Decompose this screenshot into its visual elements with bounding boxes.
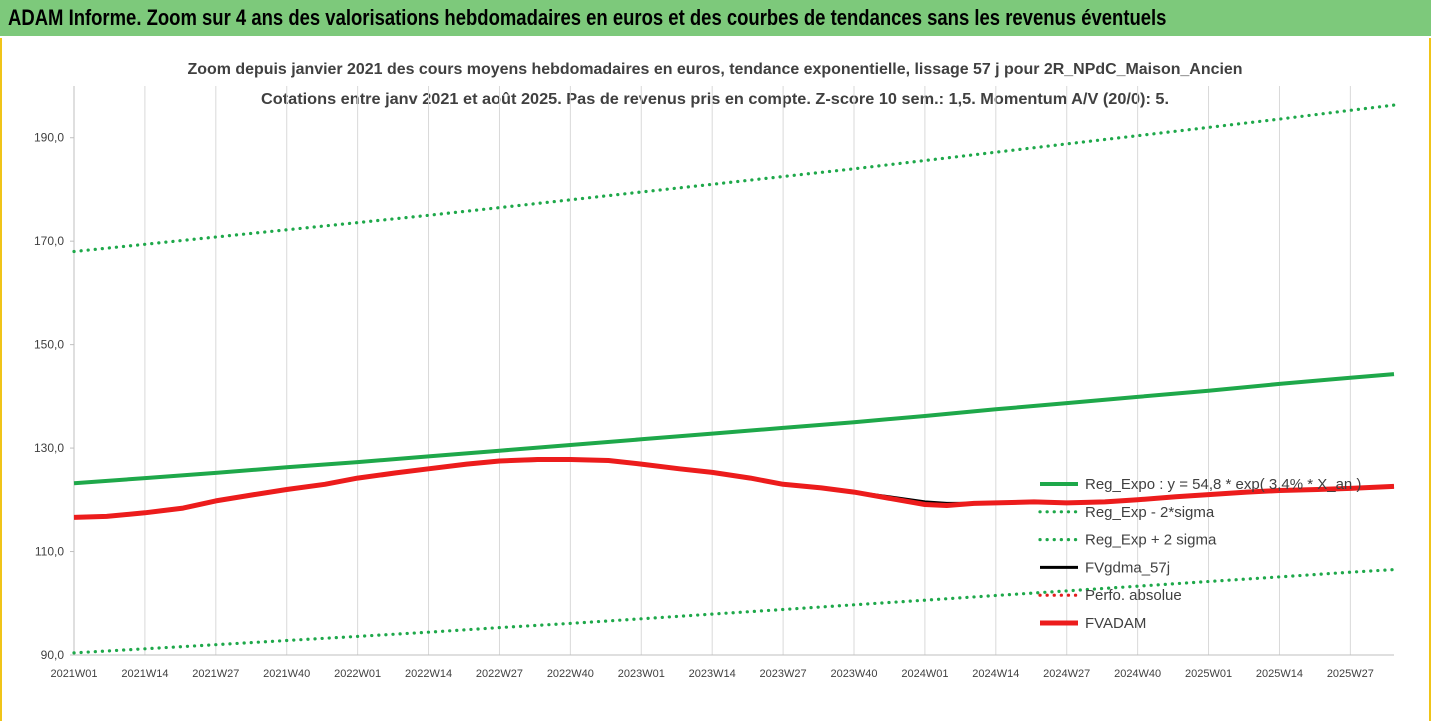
y-tick-label: 190,0 bbox=[34, 131, 64, 145]
x-tick-label: 2021W40 bbox=[263, 668, 310, 680]
series-line-reg-exp-2-sigma bbox=[72, 103, 1396, 254]
series-line-reg-exp-2-sigma bbox=[72, 568, 1396, 655]
x-tick-label: 2025W01 bbox=[1185, 668, 1232, 680]
chart-title: Zoom depuis janvier 2021 des cours moyen… bbox=[188, 61, 1243, 78]
x-tick-label: 2021W27 bbox=[192, 668, 239, 680]
legend-label: FVgdma_57j bbox=[1085, 559, 1170, 576]
chart-subtitle: Cotations entre janv 2021 et août 2025. … bbox=[261, 91, 1169, 108]
legend-label: Reg_Exp + 2 sigma bbox=[1085, 532, 1217, 549]
x-tick-label: 2025W27 bbox=[1327, 668, 1374, 680]
x-tick-label: 2024W40 bbox=[1114, 668, 1161, 680]
x-tick-label: 2024W27 bbox=[1043, 668, 1090, 680]
y-tick-label: 150,0 bbox=[34, 338, 64, 352]
x-tick-label: 2024W01 bbox=[901, 668, 948, 680]
series-group bbox=[72, 103, 1396, 655]
series-line-reg-expo-y-54-8-exp-3-4-x-an bbox=[73, 372, 1395, 486]
axes: 2021W01 2021W14 2021W27 2021W40 2022W01 2022W… bbox=[34, 86, 1394, 680]
legend-label: Reg_Expo : y = 54,8 * exp( 3,4% * X_an ) bbox=[1085, 476, 1361, 493]
y-tick-label: 170,0 bbox=[34, 234, 64, 248]
x-tick-label: 2024W14 bbox=[972, 668, 1019, 680]
x-tick-label: 2023W27 bbox=[760, 668, 807, 680]
grid bbox=[73, 86, 1351, 655]
series-line-fvadam bbox=[73, 457, 1395, 520]
legend-label: Reg_Exp - 2*sigma bbox=[1085, 504, 1215, 521]
y-tick-label: 90,0 bbox=[41, 648, 65, 662]
legend: Reg_Expo : y = 54,8 * exp( 3,4% * X_an )… bbox=[1038, 476, 1361, 632]
legend-label: FVADAM bbox=[1085, 615, 1146, 632]
x-tick-label: 2022W01 bbox=[334, 668, 381, 680]
x-tick-label: 2022W14 bbox=[405, 668, 452, 680]
x-tick-label: 2022W27 bbox=[476, 668, 523, 680]
report-title: ADAM Informe. Zoom sur 4 ans des valoris… bbox=[8, 5, 1167, 30]
x-tick-label: 2023W40 bbox=[830, 668, 877, 680]
report-banner: ADAM Informe. Zoom sur 4 ans des valoris… bbox=[0, 0, 1431, 38]
x-tick-label: 2025W14 bbox=[1256, 668, 1303, 680]
y-tick-label: 110,0 bbox=[35, 545, 64, 559]
x-tick-label: 2022W40 bbox=[547, 668, 594, 680]
x-tick-label: 2023W01 bbox=[618, 668, 665, 680]
line-chart: Zoom depuis janvier 2021 des cours moyen… bbox=[34, 61, 1396, 680]
legend-label: Perfo. absolue bbox=[1085, 587, 1182, 604]
y-tick-label: 130,0 bbox=[34, 441, 64, 455]
chart-frame: Zoom depuis janvier 2021 des cours moyen… bbox=[0, 38, 1431, 721]
x-tick-label: 2021W14 bbox=[121, 668, 168, 680]
x-tick-label: 2021W01 bbox=[50, 668, 97, 680]
x-tick-label: 2023W14 bbox=[689, 668, 736, 680]
